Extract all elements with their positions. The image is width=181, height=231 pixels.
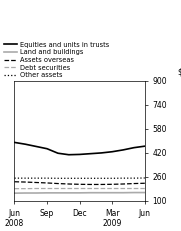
Y-axis label: $b: $b <box>177 67 181 76</box>
Legend: Equities and units in trusts, Land and buildings, Assets overseas, Debt securiti: Equities and units in trusts, Land and b… <box>4 42 109 79</box>
